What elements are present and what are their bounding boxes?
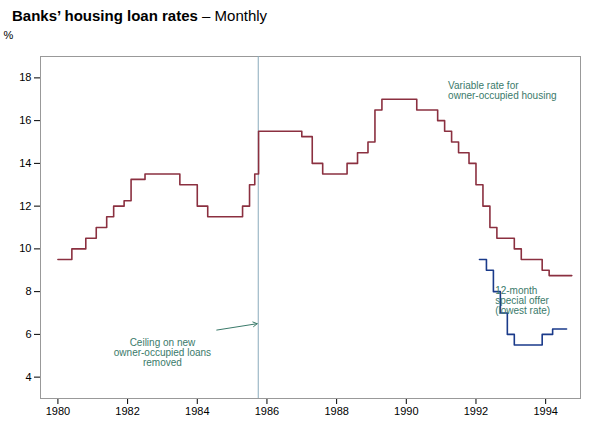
svg-text:16: 16 xyxy=(19,114,31,126)
html-text:Banks’ housing loan rates – Mo: Banks’ housing loan rates – Monthly xyxy=(12,7,268,24)
svg-text:18: 18 xyxy=(19,71,31,83)
svg-text:1988: 1988 xyxy=(324,405,348,417)
svg-text:14: 14 xyxy=(19,157,31,169)
svg-text:8: 8 xyxy=(25,285,31,297)
svg-text:Variable rate forowner-occupie: Variable rate forowner-occupied housing xyxy=(448,80,556,101)
svg-text:1980: 1980 xyxy=(46,405,70,417)
svg-text:10: 10 xyxy=(19,242,31,254)
svg-text:1992: 1992 xyxy=(464,405,488,417)
svg-text:12-monthspecial offer(lowest r: 12-monthspecial offer(lowest rate) xyxy=(495,285,550,316)
svg-text:1984: 1984 xyxy=(185,405,209,417)
svg-text:1990: 1990 xyxy=(394,405,418,417)
svg-text:Ceiling on newowner-occupied l: Ceiling on newowner-occupied loansremove… xyxy=(114,337,211,368)
svg-text:1994: 1994 xyxy=(533,405,557,417)
svg-text:%: % xyxy=(4,29,14,41)
svg-text:4: 4 xyxy=(25,371,31,383)
svg-text:12: 12 xyxy=(19,200,31,212)
svg-text:1982: 1982 xyxy=(115,405,139,417)
svg-text:1986: 1986 xyxy=(255,405,279,417)
svg-text:6: 6 xyxy=(25,328,31,340)
